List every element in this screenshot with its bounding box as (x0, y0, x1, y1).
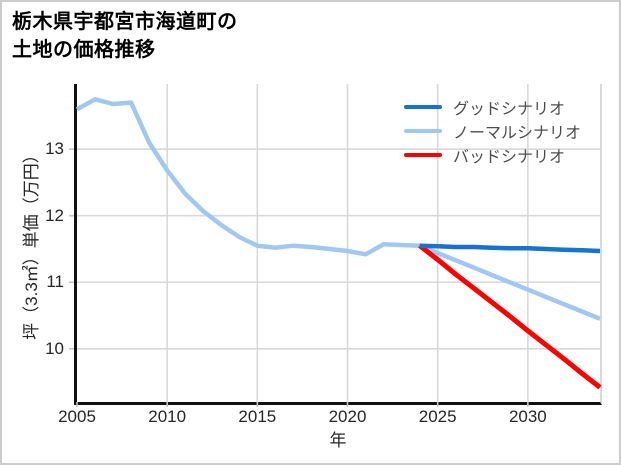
y-tick-label: 10 (45, 338, 64, 358)
y-tick-label: 11 (46, 272, 64, 292)
legend-item-0: グッドシナリオ (404, 95, 581, 119)
legend-swatch-icon (404, 153, 442, 157)
legend-swatch-icon (404, 129, 442, 133)
series-line-1 (75, 97, 601, 321)
legend-swatch-icon (404, 105, 442, 109)
x-tick-label: 2020 (328, 407, 367, 426)
chart-title-line2: 土地の価格推移 (12, 39, 156, 61)
plot-area (69, 84, 602, 407)
chart-title-line1: 栃木県宇都宮市海道町の (12, 11, 238, 33)
x-tick-label: 2010 (148, 407, 187, 426)
legend-item-2: バッドシナリオ (404, 143, 581, 167)
y-tick-label: 12 (45, 205, 64, 225)
legend-label: ノーマルシナリオ (453, 125, 582, 142)
series-line-2 (418, 243, 602, 390)
chart-title: 栃木県宇都宮市海道町の 土地の価格推移 (12, 8, 238, 64)
x-tick-label: 2015 (238, 407, 277, 426)
y-tick-label: 13 (45, 139, 64, 159)
chart-canvas (69, 84, 602, 407)
x-tick-label: 2005 (58, 407, 96, 426)
x-tick-label: 2030 (508, 407, 547, 426)
series-line-0 (419, 243, 601, 254)
x-axis-label: 年 (329, 431, 347, 450)
y-axis-label: 坪（3.3㎡）単価（万円） (22, 146, 41, 340)
legend-item-1: ノーマルシナリオ (404, 119, 581, 143)
legend-label: バッドシナリオ (453, 149, 566, 166)
legend: グッドシナリオ ノーマルシナリオ バッドシナリオ (404, 95, 581, 167)
x-tick-label: 2025 (418, 407, 457, 426)
legend-label: グッドシナリオ (453, 101, 566, 118)
